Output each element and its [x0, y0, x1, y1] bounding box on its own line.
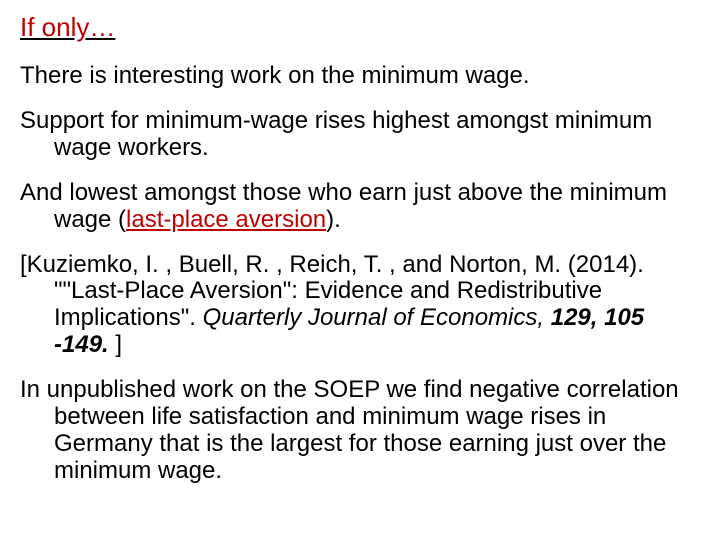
paragraph-1: There is interesting work on the minimum…: [20, 63, 700, 90]
paragraph-5: In unpublished work on the SOEP we find …: [20, 377, 700, 485]
p4-a: [Kuziemko, I. , Buell, R. , Reich, T. , …: [20, 251, 568, 278]
paragraph-3: And lowest amongst those who earn just a…: [20, 180, 700, 234]
slide-container: If only… There is interesting work on th…: [0, 0, 720, 540]
paragraph-4-citation: [Kuziemko, I. , Buell, R. , Reich, T. , …: [20, 252, 700, 360]
p4-journal1: Quarterly Journal of: [203, 304, 420, 331]
slide-title: If only…: [20, 12, 700, 43]
p1-text: There is interesting work on the minimum…: [20, 62, 530, 89]
p5-a: In unpublished work on the SOEP we find …: [20, 376, 567, 403]
p4-journal2: Economics,: [420, 304, 551, 331]
title-text: If only: [20, 12, 89, 42]
p4-close: ]: [115, 331, 122, 358]
p3-red-term: last-place aversion: [126, 206, 326, 233]
p3-line2b: ).: [326, 206, 341, 233]
paragraph-2: Support for minimum-wage rises highest a…: [20, 108, 700, 162]
p3-line1: And lowest amongst those who earn just a…: [20, 179, 570, 206]
title-ellipsis: …: [89, 12, 115, 42]
p2-line1: Support for minimum-wage rises highest a…: [20, 107, 555, 134]
